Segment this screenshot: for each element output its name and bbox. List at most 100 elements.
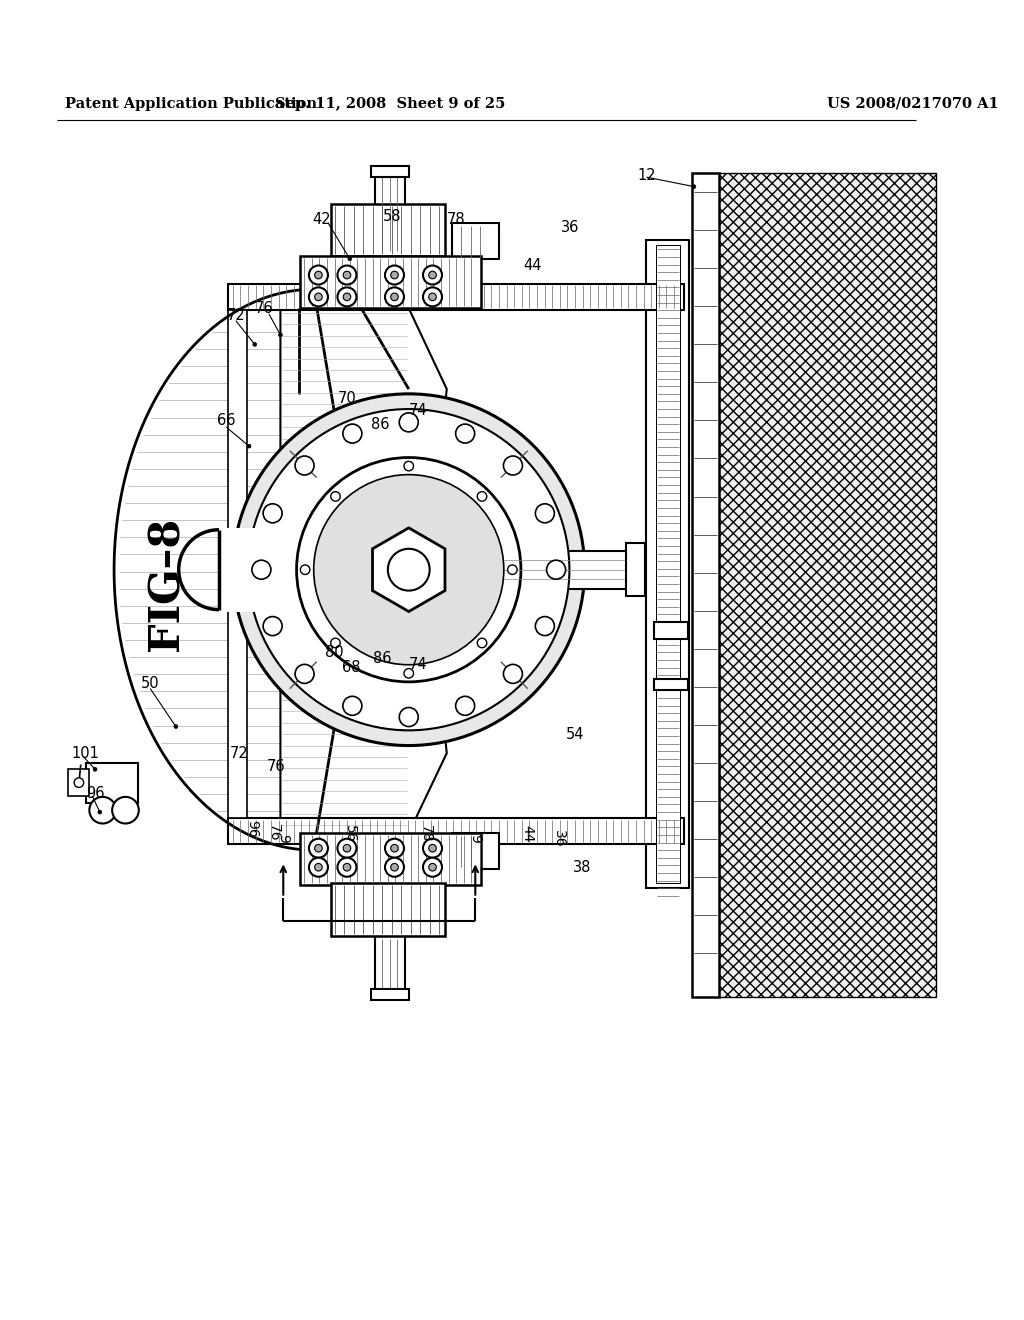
Text: 80: 80	[326, 645, 344, 660]
Bar	[86, 763, 138, 803]
Circle shape	[692, 185, 696, 189]
Circle shape	[385, 858, 404, 876]
Bar	[718, 173, 936, 998]
Circle shape	[343, 697, 361, 715]
Text: 86: 86	[371, 417, 389, 432]
Circle shape	[391, 845, 398, 851]
Circle shape	[309, 858, 328, 876]
Bar	[452, 223, 499, 259]
Text: 101: 101	[72, 746, 99, 760]
Circle shape	[297, 458, 521, 682]
Text: 54: 54	[566, 726, 585, 742]
Bar	[331, 203, 444, 256]
Text: 78: 78	[446, 213, 466, 227]
Text: 74: 74	[409, 657, 428, 672]
Circle shape	[74, 777, 84, 787]
Bar	[375, 170, 404, 255]
Circle shape	[547, 560, 565, 579]
Text: 72: 72	[230, 746, 249, 760]
Circle shape	[343, 293, 351, 301]
Circle shape	[98, 810, 101, 814]
Bar	[451, 550, 631, 589]
Circle shape	[391, 271, 398, 279]
Text: 76: 76	[255, 301, 273, 315]
Bar	[692, 173, 719, 998]
Circle shape	[309, 838, 328, 858]
Circle shape	[247, 445, 251, 447]
Bar	[656, 244, 680, 883]
Polygon shape	[373, 528, 445, 611]
Text: Patent Application Publication: Patent Application Publication	[65, 96, 316, 111]
Text: 86: 86	[373, 651, 391, 665]
Text: 68: 68	[342, 660, 361, 675]
Text: 96: 96	[245, 820, 259, 838]
Polygon shape	[281, 570, 446, 833]
Circle shape	[113, 797, 139, 824]
Text: 9: 9	[468, 834, 482, 843]
Circle shape	[248, 409, 569, 730]
Circle shape	[429, 845, 436, 851]
Text: 9: 9	[276, 834, 290, 843]
Circle shape	[429, 293, 436, 301]
Circle shape	[423, 838, 442, 858]
Circle shape	[263, 504, 283, 523]
Text: 76: 76	[267, 824, 281, 842]
Circle shape	[295, 664, 314, 684]
Text: 42: 42	[312, 213, 331, 227]
Circle shape	[399, 708, 418, 726]
Circle shape	[536, 616, 554, 636]
Bar	[228, 284, 684, 310]
Circle shape	[477, 491, 486, 502]
Circle shape	[477, 638, 486, 648]
Circle shape	[313, 475, 504, 665]
Circle shape	[423, 858, 442, 876]
Bar	[627, 543, 645, 597]
Circle shape	[423, 288, 442, 306]
Circle shape	[423, 265, 442, 285]
Circle shape	[385, 838, 404, 858]
Circle shape	[388, 549, 430, 590]
Bar	[371, 166, 409, 177]
Text: 12: 12	[637, 168, 655, 182]
Text: 36: 36	[552, 830, 566, 847]
Bar	[371, 989, 409, 1001]
Bar	[219, 528, 263, 611]
Circle shape	[338, 858, 356, 876]
Polygon shape	[281, 309, 446, 565]
Bar	[228, 818, 684, 845]
Bar	[375, 936, 404, 993]
Text: 70: 70	[338, 391, 356, 407]
Circle shape	[309, 265, 328, 285]
Text: FIG–8: FIG–8	[145, 517, 187, 651]
Circle shape	[391, 293, 398, 301]
Circle shape	[456, 424, 475, 444]
Bar	[654, 622, 688, 639]
Text: 74: 74	[409, 404, 428, 418]
Bar	[654, 678, 688, 690]
Bar	[300, 256, 481, 309]
Circle shape	[232, 393, 585, 746]
Circle shape	[456, 697, 475, 715]
Circle shape	[391, 863, 398, 871]
Circle shape	[93, 767, 97, 771]
Circle shape	[89, 797, 116, 824]
Circle shape	[343, 845, 351, 851]
Text: 50: 50	[141, 676, 160, 692]
Circle shape	[536, 504, 554, 523]
Circle shape	[404, 668, 414, 678]
Circle shape	[253, 342, 257, 346]
Text: 58: 58	[382, 209, 400, 223]
Circle shape	[252, 560, 271, 579]
Circle shape	[174, 725, 178, 729]
Circle shape	[343, 863, 351, 871]
Text: 76: 76	[266, 759, 285, 774]
Circle shape	[314, 863, 323, 871]
Circle shape	[279, 333, 283, 337]
Circle shape	[385, 265, 404, 285]
Circle shape	[429, 271, 436, 279]
Bar	[646, 240, 689, 888]
Circle shape	[429, 863, 436, 871]
Text: 78: 78	[419, 825, 433, 842]
Circle shape	[331, 638, 340, 648]
Circle shape	[504, 455, 522, 475]
